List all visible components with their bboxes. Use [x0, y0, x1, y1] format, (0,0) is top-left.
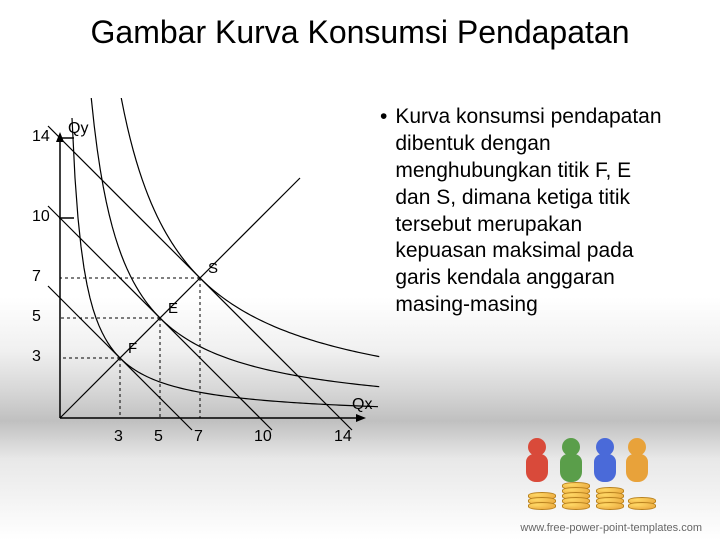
chart-container: Qy Qx 3 5 7 10 14 3 5 7 10 14 F E S: [0, 98, 380, 478]
x-label-text: Qx: [352, 396, 372, 414]
tick-label-text: 10: [32, 208, 50, 226]
tick-label-text: 7: [32, 268, 41, 286]
y-label-text: Qy: [68, 120, 88, 138]
bullet-dot-icon: •: [380, 104, 387, 319]
bullet-text: Kurva konsumsi pendapatan dibentuk denga…: [395, 104, 672, 319]
footer-credit: www.free-power-point-templates.com: [520, 522, 702, 534]
tick-label-text: 7: [194, 428, 203, 446]
tick-label-text: 5: [154, 428, 163, 446]
person-icon: [522, 438, 552, 488]
tick-label-text: 14: [334, 428, 352, 446]
decorative-people-coins: [520, 410, 660, 510]
pt-label-text: E: [168, 300, 178, 317]
person-icon: [622, 438, 652, 488]
bullet-item: • Kurva konsumsi pendapatan dibentuk den…: [380, 104, 672, 319]
person-icon: [590, 438, 620, 488]
tick-label-text: 5: [32, 308, 41, 326]
page-title: Gambar Kurva Konsumsi Pendapatan: [0, 0, 720, 51]
person-icon: [556, 438, 586, 488]
tick-label-text: 3: [114, 428, 123, 446]
tick-label-text: 3: [32, 348, 41, 366]
pt-label-text: F: [128, 340, 137, 357]
tick-label-text: 10: [254, 428, 272, 446]
tick-label-text: 14: [32, 128, 50, 146]
chart-svg: [0, 98, 380, 478]
pt-label-text: S: [208, 260, 218, 277]
